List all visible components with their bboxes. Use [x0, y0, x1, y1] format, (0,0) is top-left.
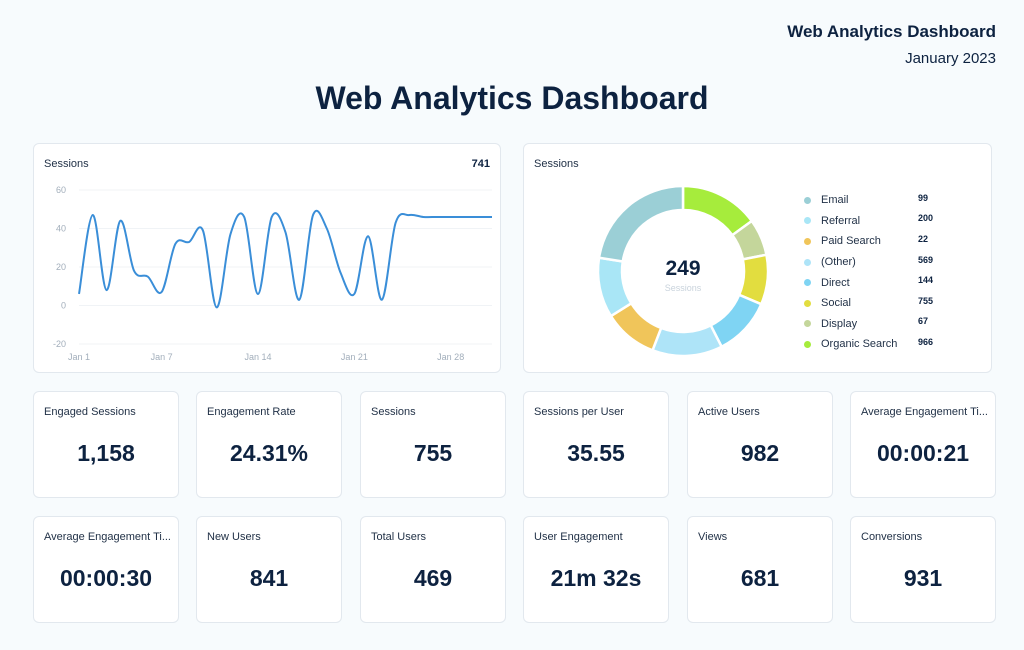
legend-swatch — [804, 196, 811, 204]
metric-value: 00:00:21 — [876, 440, 970, 466]
sessions-line-chart-card: Sessions 741 60 40 20 0 -20 Jan 1 Jan 7 Jan 14 J… — [33, 143, 501, 373]
legend-value: 99 — [918, 192, 929, 203]
donut-center-value: 249 — [665, 257, 700, 280]
metric-value: 24.31% — [229, 440, 308, 466]
legend-label: Display — [821, 317, 858, 330]
x-tick-label: Jan 28 — [437, 352, 464, 362]
sessions-donut-chart: 249 Sessions — [596, 184, 770, 358]
metric-card-views: Views 681 — [687, 516, 833, 623]
legend-swatch — [804, 320, 811, 328]
metric-value: 982 — [740, 440, 780, 466]
legend-label: (Other) — [821, 256, 856, 269]
legend-swatch — [804, 340, 811, 348]
legend-value: 569 — [918, 254, 934, 265]
metric-label: User Engagement — [534, 531, 623, 543]
metric-card-engaged-sessions: Engaged Sessions 1,158 — [33, 391, 179, 498]
legend-item: Email 99 — [804, 190, 944, 211]
legend-item: Referral 200 — [804, 211, 944, 232]
legend-label: Referral — [821, 214, 861, 227]
donut-center-label: Sessions — [665, 283, 702, 293]
donut-chart-label: Sessions — [534, 158, 579, 170]
metric-label: Active Users — [698, 406, 760, 418]
y-tick-label: 0 — [61, 301, 66, 311]
metric-label: Sessions — [371, 406, 416, 418]
line-chart-total: 741 — [471, 158, 490, 170]
metric-card-active-users: Active Users 982 — [687, 391, 833, 498]
metric-value: 21m 32s — [550, 565, 642, 591]
report-header: Web Analytics Dashboard January 2023 — [787, 22, 996, 67]
legend-swatch — [804, 258, 811, 266]
legend-item: Organic Search 966 — [804, 334, 944, 355]
metric-card-conversions: Conversions 931 — [850, 516, 996, 623]
legend-swatch — [804, 279, 811, 287]
donut-slice-other — [650, 323, 724, 358]
legend-label: Social — [821, 297, 851, 310]
legend-swatch — [804, 217, 811, 225]
legend-value: 144 — [918, 275, 934, 286]
x-tick-label: Jan 14 — [244, 352, 271, 362]
sessions-series-line — [78, 209, 492, 309]
legend-item: Direct 144 — [804, 272, 944, 293]
legend-value: 966 — [918, 336, 934, 347]
metric-card-total-users: Total Users 469 — [360, 516, 506, 623]
y-tick-label: -20 — [53, 339, 66, 349]
legend-label: Organic Search — [821, 338, 898, 351]
metric-label: Sessions per User — [534, 406, 624, 418]
y-tick-label: 40 — [56, 224, 66, 234]
legend-item: Display 67 — [804, 314, 944, 335]
metric-card-engagement-rate: Engagement Rate 24.31% — [196, 391, 342, 498]
metric-label: Average Engagement Ti... — [861, 406, 988, 418]
metric-card-sessions-per-user: Sessions per User 35.55 — [523, 391, 669, 498]
metric-label: Engaged Sessions — [44, 406, 136, 418]
metric-value: 841 — [249, 565, 289, 591]
legend-value: 22 — [918, 233, 929, 244]
page-title: Web Analytics Dashboard — [315, 80, 709, 116]
metric-card-new-users: New Users 841 — [196, 516, 342, 623]
metric-value: 1,158 — [77, 440, 135, 466]
legend-swatch — [804, 237, 811, 245]
metric-card-user-engagement: User Engagement 21m 32s — [523, 516, 669, 623]
report-date: January 2023 — [905, 50, 996, 67]
metric-card-average-engagement-ti: Average Engagement Ti... 00:00:30 — [33, 516, 179, 623]
sessions-donut-chart-card: Sessions 249 Sessions Email 99 Referral 200… — [523, 143, 992, 373]
report-title: Web Analytics Dashboard — [787, 22, 996, 41]
metric-value: 469 — [413, 565, 453, 591]
metric-card-average-engagement-ti: Average Engagement Ti... 00:00:21 — [850, 391, 996, 498]
x-tick-label: Jan 21 — [341, 352, 368, 362]
legend-value: 67 — [918, 316, 929, 327]
legend-swatch — [804, 299, 811, 307]
legend-label: Direct — [821, 276, 850, 289]
legend-item: (Other) 569 — [804, 252, 944, 273]
legend-item: Paid Search 22 — [804, 231, 944, 252]
metric-value: 00:00:30 — [59, 565, 153, 591]
metric-value: 931 — [903, 565, 943, 591]
legend-label: Paid Search — [821, 235, 881, 248]
metric-value: 681 — [740, 565, 780, 591]
donut-slice-email — [597, 184, 685, 263]
legend-label: Email — [821, 194, 849, 207]
donut-slice-referral — [596, 256, 633, 318]
metric-label: Average Engagement Ti... — [44, 531, 171, 543]
x-tick-label: Jan 7 — [151, 352, 173, 362]
metric-value: 755 — [413, 440, 453, 466]
legend-value: 755 — [918, 295, 934, 306]
legend-value: 200 — [918, 213, 934, 224]
metric-label: Views — [698, 531, 728, 543]
metric-card-sessions: Sessions 755 — [360, 391, 506, 498]
y-tick-label: 60 — [56, 185, 66, 195]
legend-item: Social 755 — [804, 293, 944, 314]
metric-label: New Users — [207, 531, 261, 543]
metric-label: Total Users — [371, 531, 427, 543]
line-chart-label: Sessions — [44, 158, 89, 170]
metric-value: 35.55 — [567, 440, 625, 466]
x-tick-label: Jan 1 — [68, 352, 90, 362]
donut-legend: Email 99 Referral 200 Paid Search 22 (Other) 56… — [804, 190, 944, 355]
metric-label: Conversions — [861, 531, 923, 543]
metric-label: Engagement Rate — [207, 406, 296, 418]
y-tick-label: 20 — [56, 262, 66, 272]
